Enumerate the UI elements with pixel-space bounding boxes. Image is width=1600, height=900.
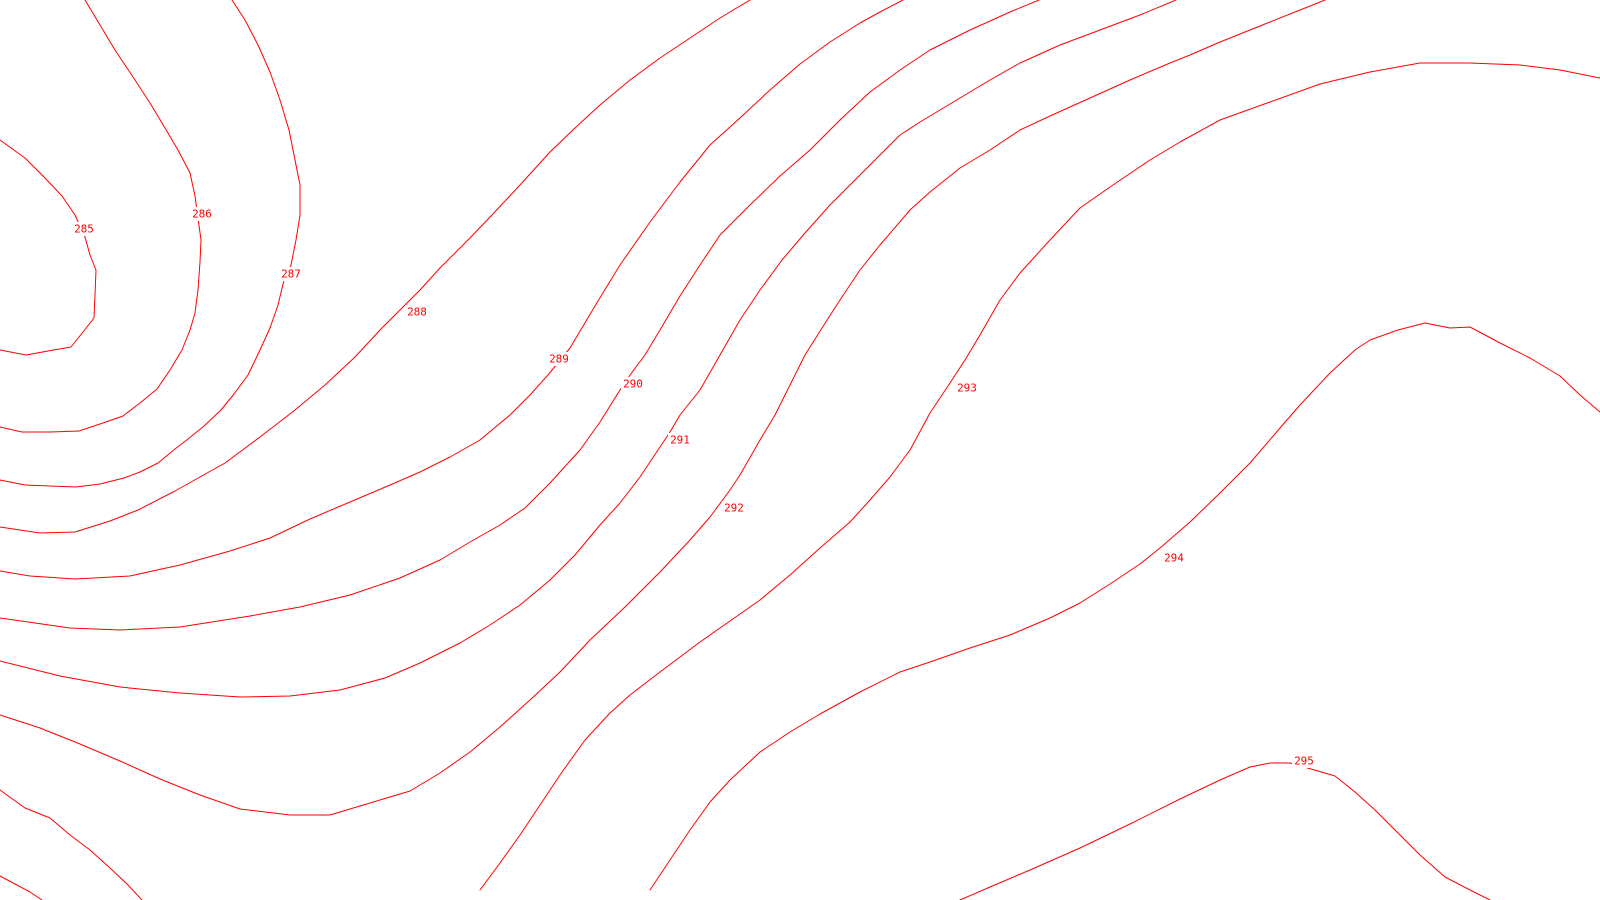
- contour-line-289: [0, 0, 904, 580]
- contour-labels: 285 286 287 288 289 290 291 292 293 294 295: [72, 207, 1316, 768]
- contour-line-293: [479, 62, 1600, 891]
- contour-label-286: 286: [190, 207, 214, 221]
- contour-line-unlabeled: [0, 875, 43, 900]
- svg-text:292: 292: [724, 502, 744, 515]
- contour-label-287: 287: [279, 267, 303, 281]
- svg-text:295: 295: [1294, 755, 1314, 768]
- contour-line-288: [0, 0, 751, 534]
- contour-line-287: [0, 0, 301, 488]
- contour-label-289: 289: [547, 352, 571, 366]
- contour-line-unlabeled: [0, 789, 143, 900]
- svg-text:294: 294: [1164, 552, 1184, 565]
- svg-text:293: 293: [957, 382, 977, 395]
- contour-label-291: 291: [668, 433, 692, 447]
- contour-label-292: 292: [722, 501, 746, 515]
- contour-label-288: 288: [405, 305, 429, 319]
- contour-label-285: 285: [72, 222, 96, 236]
- svg-text:290: 290: [623, 378, 643, 391]
- contour-line-295: [959, 762, 1491, 900]
- contour-label-295: 295: [1292, 754, 1316, 768]
- svg-text:286: 286: [192, 208, 212, 221]
- contour-line-292: [0, 0, 1326, 816]
- contour-line-291: [0, 0, 1177, 698]
- svg-text:291: 291: [670, 434, 690, 447]
- contour-line-294: [649, 322, 1600, 891]
- svg-text:288: 288: [407, 306, 427, 319]
- contour-label-290: 290: [621, 377, 645, 391]
- contour-line-285: [0, 139, 97, 356]
- svg-text:289: 289: [549, 353, 569, 366]
- contour-label-293: 293: [955, 381, 979, 395]
- contour-label-294: 294: [1162, 551, 1186, 565]
- svg-text:287: 287: [281, 268, 301, 281]
- contour-line-286: [0, 0, 202, 433]
- svg-text:285: 285: [74, 223, 94, 236]
- contour-line-290: [0, 0, 1040, 631]
